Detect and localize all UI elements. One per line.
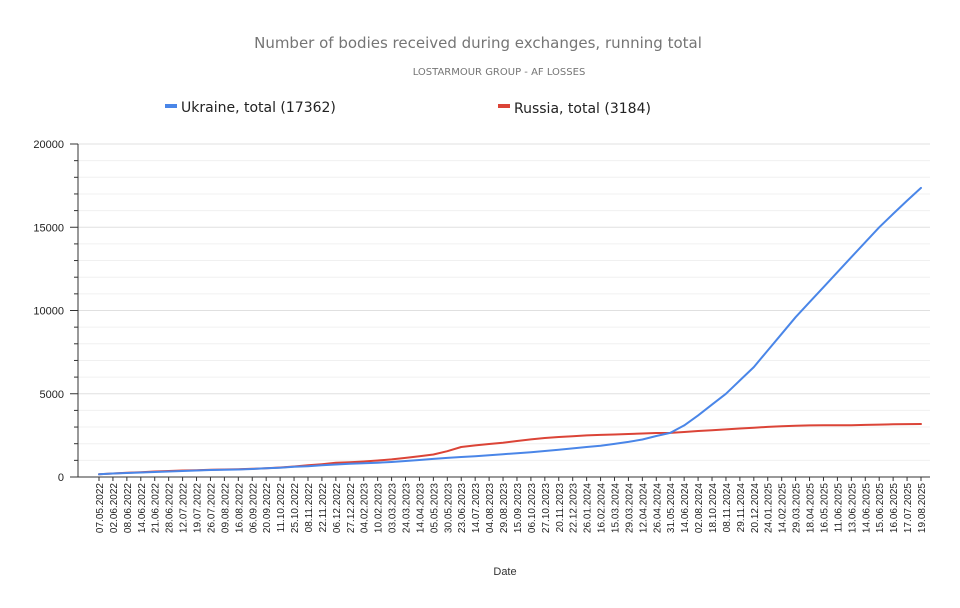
chart-subtitle: LOSTARMOUR GROUP - AF LOSSES (413, 67, 586, 78)
x-tick-label: 16.05.2025 (819, 483, 830, 533)
x-tick-label: 05.05.2023 (429, 483, 440, 533)
x-tick-label: 14.06.2024 (680, 483, 691, 533)
x-tick-label: 29.03.2025 (792, 483, 803, 533)
x-tick-label: 22.12.2023 (569, 483, 580, 533)
x-tick-label: 25.10.2022 (290, 483, 301, 533)
x-tick-label: 16.06.2025 (889, 483, 900, 533)
x-tick-label: 11.10.2022 (276, 483, 287, 533)
x-tick-label: 11.06.2025 (833, 483, 844, 533)
x-axis: 07.05.2022 02.06.2022 08.06.2022 14.06.2022… (78, 476, 930, 533)
x-tick-label: 21.06.2022 (151, 483, 162, 533)
x-tick-label: 09.08.2022 (220, 483, 231, 533)
x-tick-label: 29.08.2023 (499, 483, 510, 533)
x-tick-label: 26.04.2024 (652, 483, 663, 533)
series-layer (98, 186, 922, 476)
y-tick-label: 20000 (33, 139, 64, 151)
legend-label-ukraine: Ukraine, total (17362) (181, 100, 336, 116)
x-tick-label: 31.05.2024 (666, 483, 677, 533)
x-tick-label: 14.07.2023 (471, 483, 482, 533)
x-tick-label: 18.10.2024 (708, 483, 719, 533)
x-tick-label: 08.11.2024 (722, 483, 733, 533)
series-line-russia (98, 423, 922, 476)
x-tick-label: 08.06.2022 (123, 483, 134, 533)
x-tick-label: 18.04.2025 (806, 483, 817, 533)
x-tick-label: 12.04.2024 (638, 483, 649, 533)
legend-swatch-russia (498, 104, 510, 108)
x-tick-label: 06.12.2022 (332, 483, 343, 533)
x-tick-label: 15.03.2024 (610, 483, 621, 533)
x-tick-label: 14.06.2022 (137, 483, 148, 533)
y-tick-label: 0 (58, 472, 64, 484)
x-tick-label: 08.11.2022 (304, 483, 315, 533)
x-tick-label: 10.02.2023 (374, 483, 385, 533)
y-tick-label: 15000 (33, 222, 64, 234)
x-tick-label: 06.10.2023 (527, 483, 538, 533)
legend-label-russia: Russia, total (3184) (514, 101, 651, 117)
x-tick-label: 17.07.2025 (903, 483, 914, 533)
x-tick-label: 20.11.2023 (555, 483, 566, 533)
y-tick-label: 5000 (40, 389, 64, 401)
legend-swatch-ukraine (165, 104, 177, 108)
x-tick-label: 24.01.2025 (764, 483, 775, 533)
series-line-ukraine (98, 186, 922, 476)
x-tick-label: 06.09.2022 (248, 483, 259, 533)
x-tick-label: 14.06.2025 (861, 483, 872, 533)
x-tick-label: 14.02.2025 (778, 483, 789, 533)
x-tick-label: 16.08.2022 (234, 483, 245, 533)
x-tick-label: 04.08.2023 (485, 483, 496, 533)
x-tick-label: 23.06.2023 (457, 483, 468, 533)
x-tick-label: 27.10.2023 (541, 483, 552, 533)
x-tick-label: 19.08.2025 (917, 483, 928, 533)
x-tick-label: 20.12.2024 (750, 483, 761, 533)
x-tick-label: 04.02.2023 (360, 483, 371, 533)
x-tick-label: 27.12.2022 (346, 483, 357, 533)
x-tick-label: 15.09.2023 (513, 483, 524, 533)
x-tick-label: 29.11.2024 (736, 483, 747, 533)
x-tick-label: 30.05.2023 (443, 483, 454, 533)
x-tick-label: 22.11.2022 (318, 483, 329, 533)
x-tick-label: 13.06.2025 (847, 483, 858, 533)
x-tick-label: 29.03.2024 (624, 483, 635, 533)
x-tick-label: 03.03.2023 (388, 483, 399, 533)
x-tick-label: 26.01.2024 (583, 483, 594, 533)
x-tick-label: 02.06.2022 (109, 483, 120, 533)
x-tick-label: 02.08.2024 (694, 483, 705, 533)
x-axis-label: Date (493, 566, 516, 578)
x-tick-label: 20.09.2022 (262, 483, 273, 533)
gridlines (78, 143, 930, 461)
x-tick-label: 07.05.2022 (95, 483, 106, 533)
x-tick-label: 24.03.2023 (402, 483, 413, 533)
x-tick-label: 19.07.2022 (193, 483, 204, 533)
x-tick-label: 12.07.2022 (179, 483, 190, 533)
y-tick-label: 10000 (33, 306, 64, 318)
x-tick-label: 28.06.2022 (165, 483, 176, 533)
x-tick-label: 26.07.2022 (206, 483, 217, 533)
chart-title: Number of bodies received during exchang… (254, 34, 702, 52)
x-tick-label: 14.04.2023 (415, 483, 426, 533)
x-tick-label: 15.06.2025 (875, 483, 886, 533)
y-axis: 0 5000 10000 15000 20000 (33, 139, 79, 484)
legend: Ukraine, total (17362) Russia, total (31… (165, 100, 651, 117)
x-tick-label: 16.02.2024 (597, 483, 608, 533)
